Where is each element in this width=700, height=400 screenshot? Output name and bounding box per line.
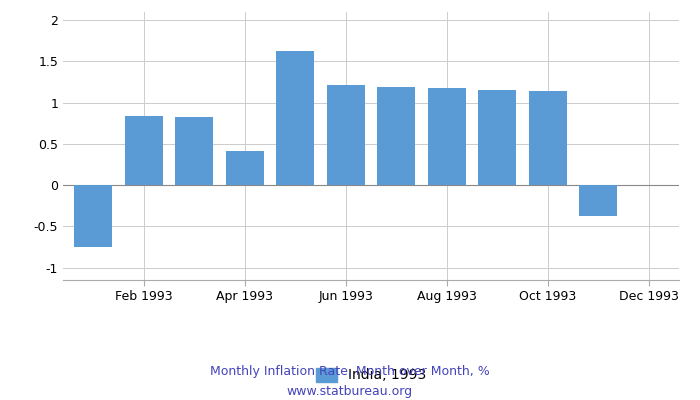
Bar [528, 91, 567, 185]
Bar [125, 116, 162, 185]
Bar [74, 185, 112, 247]
Bar [478, 90, 516, 185]
Bar [327, 85, 365, 185]
Legend: India, 1993: India, 1993 [310, 362, 432, 388]
Bar [276, 51, 314, 185]
Text: www.statbureau.org: www.statbureau.org [287, 386, 413, 398]
Bar [377, 87, 415, 185]
Bar [175, 117, 214, 185]
Bar [428, 88, 466, 185]
Text: Monthly Inflation Rate, Month over Month, %: Monthly Inflation Rate, Month over Month… [210, 366, 490, 378]
Bar [226, 150, 264, 185]
Bar [580, 185, 617, 216]
